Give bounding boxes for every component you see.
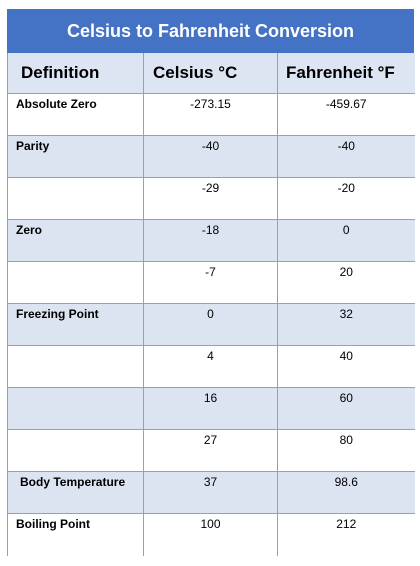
table-row: 4 40 <box>7 345 415 388</box>
definition-cell <box>7 387 144 430</box>
definition-cell <box>7 261 144 304</box>
fahrenheit-cell: -20 <box>277 177 415 220</box>
fahrenheit-cell: 60 <box>277 387 415 430</box>
celsius-cell: -40 <box>143 135 278 178</box>
header-celsius: Celsius °C <box>143 53 278 94</box>
conversion-sheet: Celsius to Fahrenheit Conversion Definit… <box>7 9 415 556</box>
celsius-cell: -273.15 <box>143 93 278 136</box>
celsius-cell: 27 <box>143 429 278 472</box>
table-title: Celsius to Fahrenheit Conversion <box>7 9 414 53</box>
fahrenheit-cell: 0 <box>277 219 415 262</box>
definition-cell: Body Temperature <box>7 471 144 514</box>
fahrenheit-cell: 40 <box>277 345 415 388</box>
definition-cell <box>7 177 144 220</box>
celsius-cell: -29 <box>143 177 278 220</box>
header-definition: Definition <box>7 53 144 94</box>
fahrenheit-cell: 80 <box>277 429 415 472</box>
table-row: Boiling Point 100 212 <box>7 513 415 556</box>
definition-cell <box>7 429 144 472</box>
celsius-cell: 16 <box>143 387 278 430</box>
fahrenheit-cell: 212 <box>277 513 415 556</box>
table-row: Freezing Point 0 32 <box>7 303 415 346</box>
fahrenheit-cell: 98.6 <box>277 471 415 514</box>
fahrenheit-cell: -40 <box>277 135 415 178</box>
definition-cell: Boiling Point <box>7 513 144 556</box>
celsius-cell: -18 <box>143 219 278 262</box>
table-row: Parity -40 -40 <box>7 135 415 178</box>
header-fahrenheit: Fahrenheit °F <box>277 53 415 94</box>
celsius-cell: 0 <box>143 303 278 346</box>
definition-cell: Freezing Point <box>7 303 144 346</box>
conversion-table: Definition Celsius °C Fahrenheit °F Abso… <box>7 53 415 556</box>
table-row: 27 80 <box>7 429 415 472</box>
definition-cell: Parity <box>7 135 144 178</box>
fahrenheit-cell: -459.67 <box>277 93 415 136</box>
celsius-cell: -7 <box>143 261 278 304</box>
definition-cell: Zero <box>7 219 144 262</box>
table-row: Absolute Zero -273.15 -459.67 <box>7 93 415 136</box>
fahrenheit-cell: 20 <box>277 261 415 304</box>
definition-cell: Absolute Zero <box>7 93 144 136</box>
celsius-cell: 4 <box>143 345 278 388</box>
table-row: -29 -20 <box>7 177 415 220</box>
fahrenheit-cell: 32 <box>277 303 415 346</box>
table-row: -7 20 <box>7 261 415 304</box>
table-row: 16 60 <box>7 387 415 430</box>
celsius-cell: 37 <box>143 471 278 514</box>
header-row: Definition Celsius °C Fahrenheit °F <box>7 53 415 94</box>
celsius-cell: 100 <box>143 513 278 556</box>
table-row: Body Temperature 37 98.6 <box>7 471 415 514</box>
definition-cell <box>7 345 144 388</box>
table-row: Zero -18 0 <box>7 219 415 262</box>
